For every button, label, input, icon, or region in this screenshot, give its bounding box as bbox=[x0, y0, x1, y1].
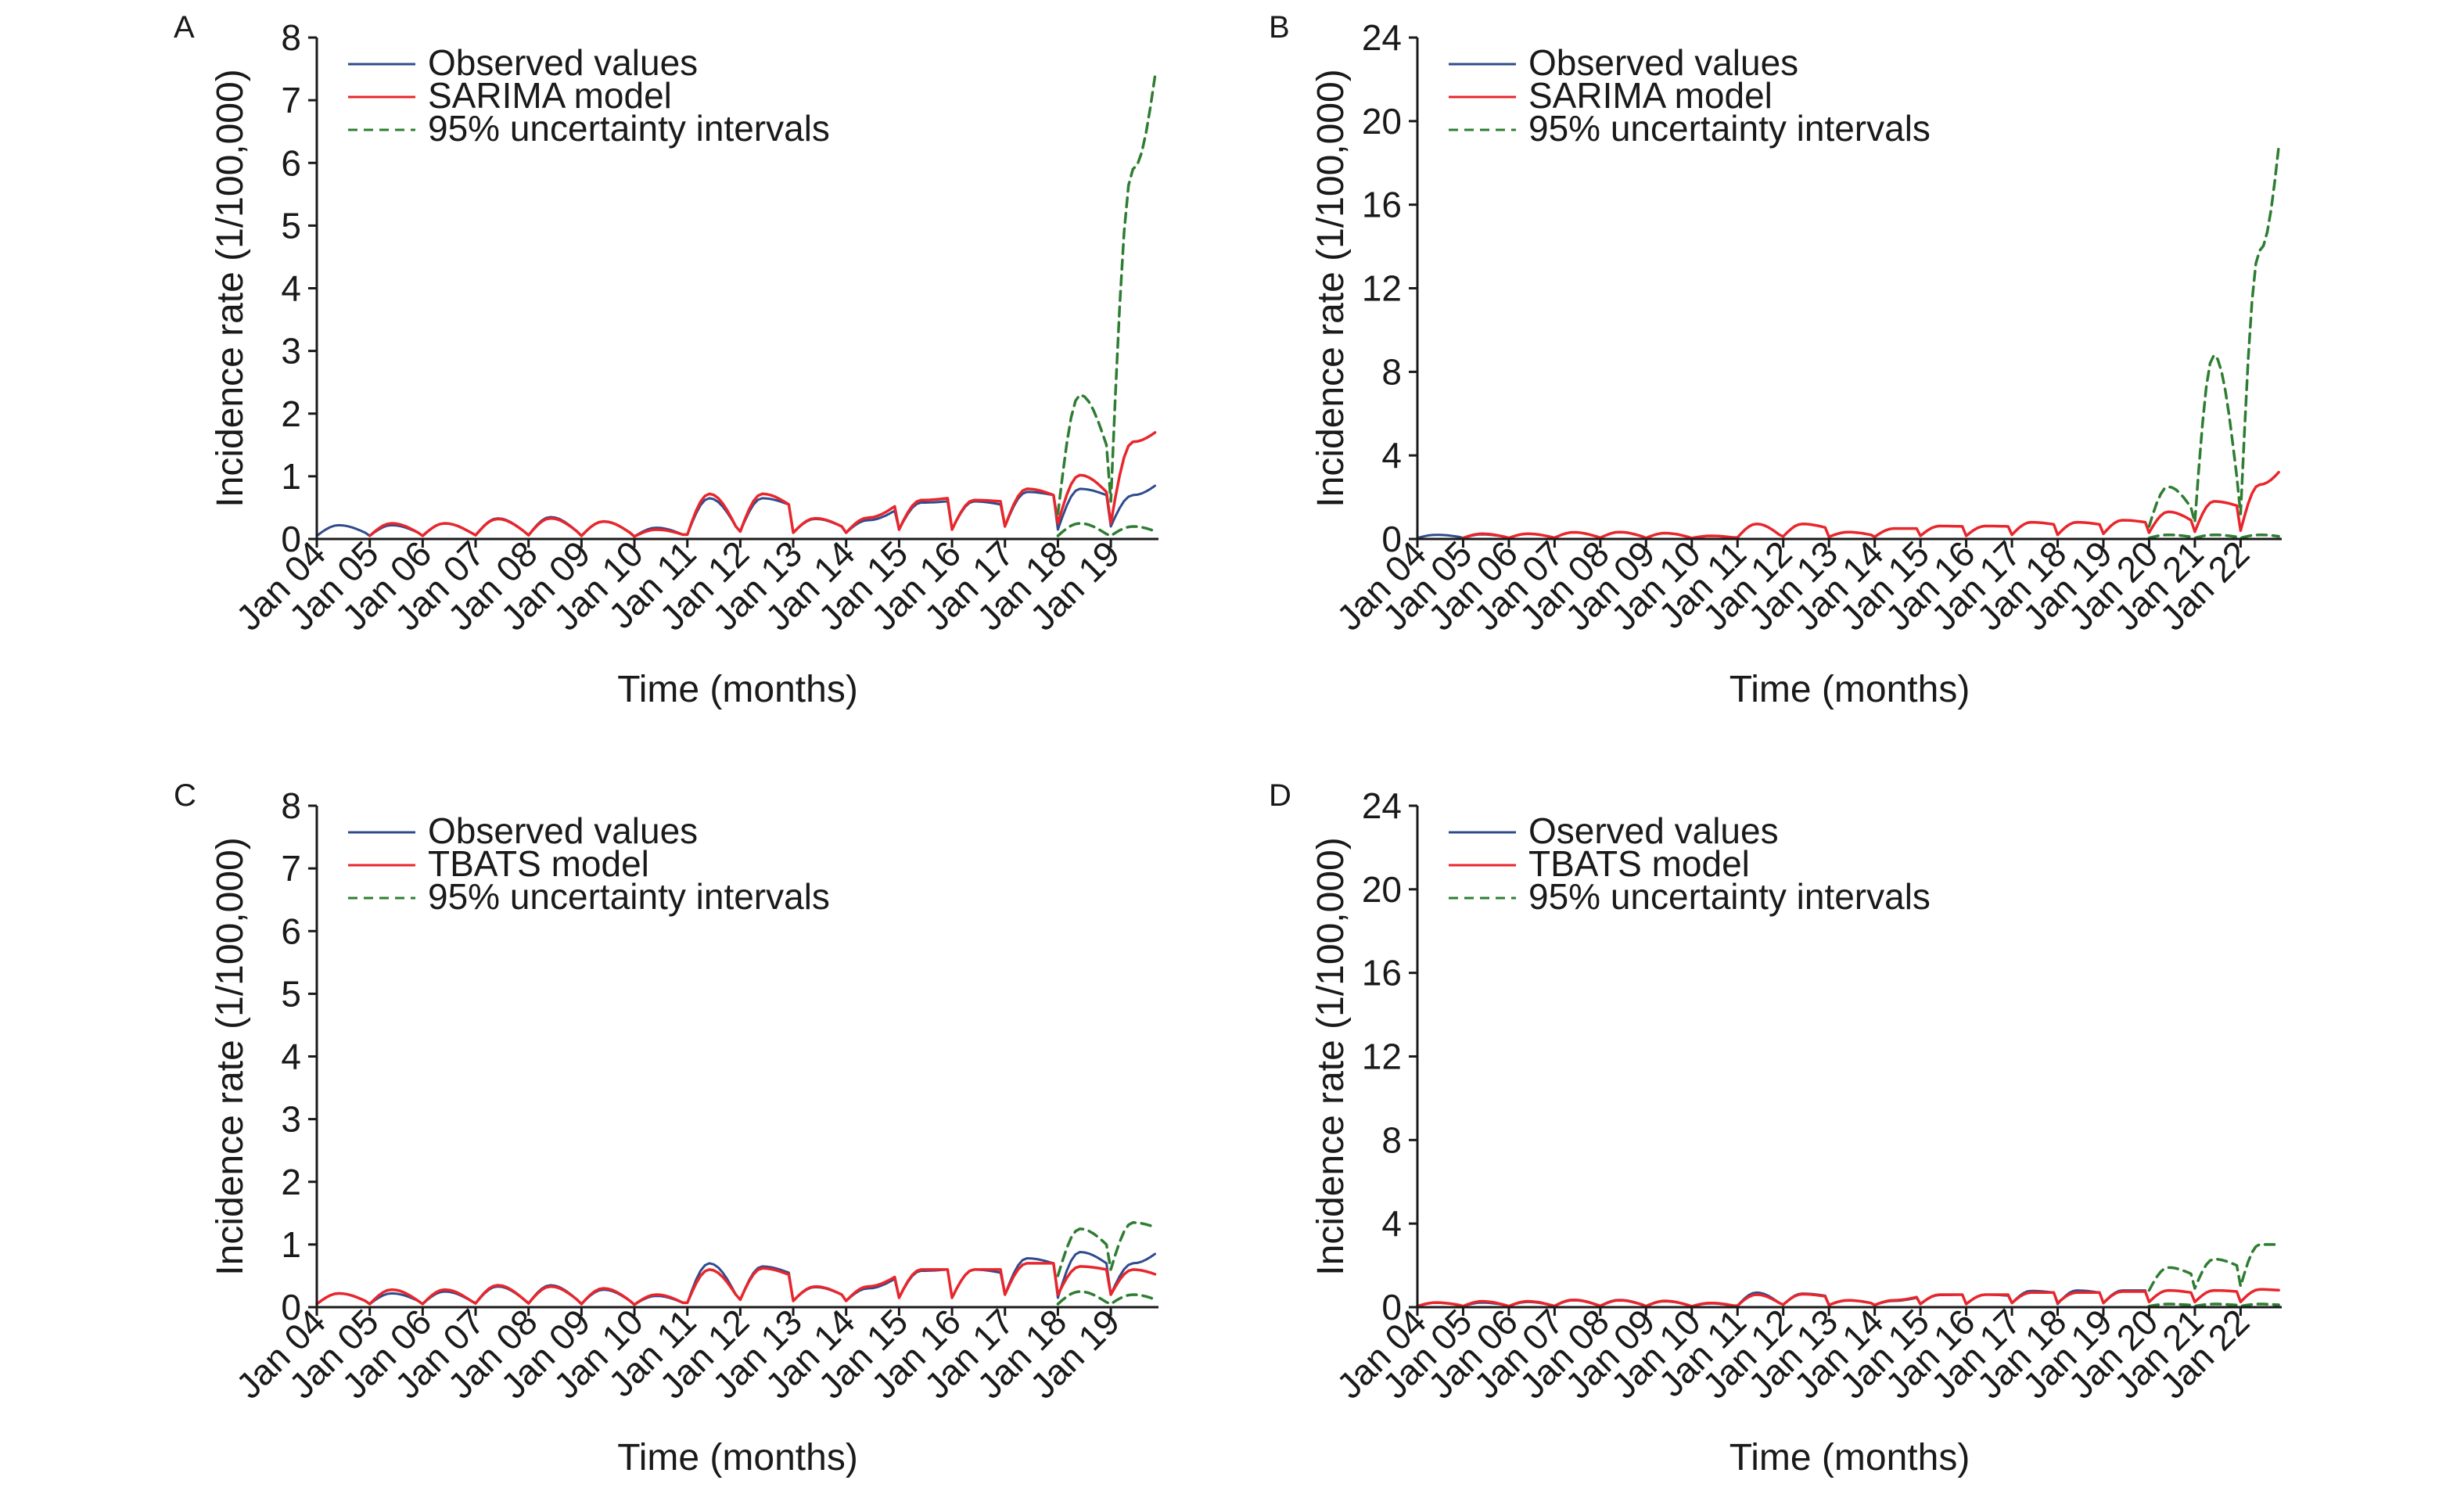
y-tick-label: 0 bbox=[281, 519, 301, 559]
series-interval-lower-line bbox=[1056, 1290, 1157, 1306]
x-axis-title: Time (months) bbox=[1729, 1437, 1970, 1478]
series-model-line bbox=[1416, 1288, 2280, 1308]
y-tick-label: 4 bbox=[281, 268, 301, 309]
y-tick-label: 7 bbox=[281, 848, 301, 889]
series-group bbox=[1416, 1243, 2280, 1308]
y-tick-label: 4 bbox=[1381, 435, 1402, 476]
y-axis-title: Incidence rate (1/100,000) bbox=[210, 69, 251, 507]
legend-label: SARIMA model bbox=[1528, 75, 1773, 116]
y-tick-label: 12 bbox=[1362, 1037, 1402, 1077]
legend-label: SARIMA model bbox=[428, 75, 672, 116]
x-axis-title: Time (months) bbox=[617, 669, 858, 710]
series-interval-lower-line bbox=[2147, 1302, 2280, 1308]
y-tick-label: 7 bbox=[281, 80, 301, 120]
y-tick-label: 8 bbox=[1381, 1119, 1402, 1160]
series-model-line bbox=[1461, 470, 2280, 540]
y-tick-label: 24 bbox=[1362, 17, 1402, 58]
legend-label: 95% uncertainty intervals bbox=[1528, 876, 1931, 917]
y-tick-label: 6 bbox=[281, 911, 301, 951]
y-tick-label: 1 bbox=[281, 456, 301, 497]
legend-label: Observed values bbox=[428, 42, 698, 83]
y-axis-title: Incidence rate (1/100,000) bbox=[210, 837, 251, 1275]
y-tick-label: 0 bbox=[1381, 1287, 1402, 1328]
panel-c-letter: C bbox=[174, 778, 196, 813]
y-tick-label: 8 bbox=[281, 785, 301, 826]
legend-label: TBATS model bbox=[428, 843, 649, 884]
series-interval-upper-line bbox=[1056, 74, 1157, 516]
y-tick-label: 1 bbox=[281, 1224, 301, 1265]
y-tick-label: 5 bbox=[281, 205, 301, 246]
legend-label: 95% uncertainty intervals bbox=[428, 108, 830, 149]
y-tick-label: 8 bbox=[281, 17, 301, 58]
y-tick-label: 5 bbox=[281, 973, 301, 1014]
panel-a-letter: A bbox=[174, 10, 195, 45]
series-observed-line bbox=[315, 484, 1156, 538]
series-model-line bbox=[368, 431, 1157, 538]
series-observed-line bbox=[315, 1251, 1156, 1306]
legend-label: 95% uncertainty intervals bbox=[428, 876, 830, 917]
y-tick-label: 12 bbox=[1362, 268, 1402, 309]
series-group bbox=[1416, 146, 2280, 540]
y-tick-label: 2 bbox=[281, 1162, 301, 1202]
legend-label: Observed values bbox=[428, 810, 698, 851]
series-interval-upper-line bbox=[2147, 146, 2280, 528]
panel-b-letter: B bbox=[1269, 10, 1290, 45]
legend-label: TBATS model bbox=[1528, 843, 1750, 884]
legend-label: Observed values bbox=[1528, 42, 1798, 83]
x-axis-title: Time (months) bbox=[617, 1437, 858, 1478]
x-axis-title: Time (months) bbox=[1729, 669, 1970, 710]
legend-label: 95% uncertainty intervals bbox=[1528, 108, 1931, 149]
y-axis-title: Incidence rate (1/100,000) bbox=[1310, 69, 1352, 507]
series-group bbox=[315, 74, 1157, 538]
y-tick-label: 4 bbox=[1381, 1203, 1402, 1244]
y-tick-label: 8 bbox=[1381, 351, 1402, 392]
y-tick-label: 3 bbox=[281, 1099, 301, 1140]
series-interval-lower-line bbox=[1056, 522, 1157, 537]
y-tick-label: 2 bbox=[281, 393, 301, 434]
series-model-line bbox=[315, 1262, 1157, 1306]
series-interval-lower-line bbox=[2147, 533, 2280, 540]
y-tick-label: 0 bbox=[281, 1287, 301, 1328]
series-interval-upper-line bbox=[2147, 1243, 2280, 1292]
panel-d-letter: D bbox=[1269, 778, 1291, 813]
y-tick-label: 16 bbox=[1362, 185, 1402, 225]
y-tick-label: 24 bbox=[1362, 785, 1402, 826]
y-tick-label: 3 bbox=[281, 331, 301, 372]
y-axis-title: Incidence rate (1/100,000) bbox=[1310, 837, 1352, 1275]
series-group bbox=[315, 1221, 1157, 1306]
y-tick-label: 20 bbox=[1362, 101, 1402, 142]
y-tick-label: 0 bbox=[1381, 519, 1402, 559]
y-tick-label: 16 bbox=[1362, 953, 1402, 993]
legend-label: Oserved values bbox=[1528, 810, 1779, 851]
y-tick-label: 4 bbox=[281, 1037, 301, 1077]
y-tick-label: 6 bbox=[281, 142, 301, 183]
series-interval-upper-line bbox=[1056, 1221, 1157, 1277]
y-tick-label: 20 bbox=[1362, 869, 1402, 910]
